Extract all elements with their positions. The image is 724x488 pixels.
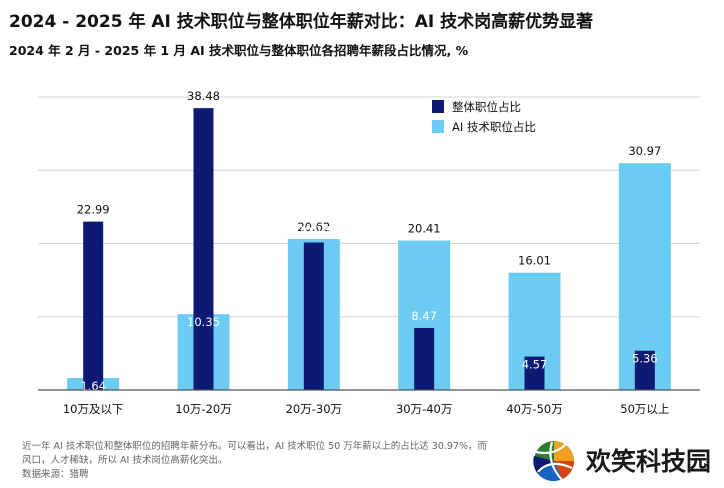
data-label: 8.47: [411, 309, 437, 323]
x-axis: 10万及以下 10万-20万 20万-30万 30万-40万 40万-50万 50万以上: [38, 389, 700, 416]
x-tick-label: 50万以上: [620, 402, 669, 416]
brand-logo: 欢笑科技园: [526, 438, 716, 484]
chart-subtitle: 2024 年 2 月 - 2025 年 1 月 AI 技术职位与整体职位各招聘年…: [9, 43, 469, 58]
chart-title: 2024 - 2025 年 AI 技术职位与整体职位年薪对比：AI 技术岗高薪优…: [9, 12, 594, 32]
bar-overall-0: [83, 221, 104, 390]
data-label: 38.48: [187, 89, 220, 103]
data-label: 10.35: [187, 315, 220, 329]
legend-label-overall: 整体职位占比: [452, 100, 521, 114]
bars: [67, 108, 671, 390]
footnote-line-2: 风口，人才稀缺，所以 AI 技术岗位高薪化突出。: [22, 455, 228, 466]
data-label: 4.57: [522, 358, 548, 372]
bar-overall-2: [303, 242, 324, 390]
x-tick-label: 10万-20万: [175, 402, 231, 416]
legend-label-ai: AI 技术职位占比: [452, 120, 536, 134]
legend-swatch-ai: [432, 120, 444, 133]
data-label: 22.99: [77, 203, 110, 217]
data-label: 20.14: [297, 223, 330, 237]
bar-overall-4: [524, 356, 545, 390]
footnote-line-1: 近一年 AI 技术职位和整体职位的招聘年薪分布。可以看出，AI 技术职位 50 …: [22, 441, 488, 452]
brand-name: 欢笑科技园: [586, 447, 712, 476]
data-source: 数据来源：猎聘: [22, 469, 89, 480]
data-label: 1.64: [80, 379, 106, 393]
bar-overall-1: [193, 108, 214, 390]
data-label: 20.41: [408, 221, 441, 235]
data-label: 20.62: [297, 220, 330, 234]
legend: 整体职位占比 AI 技术职位占比: [432, 100, 536, 134]
data-label: 30.97: [628, 144, 661, 158]
bar-overall-3: [414, 327, 435, 390]
data-label: 16.01: [518, 254, 551, 268]
x-tick-label: 40万-50万: [506, 402, 562, 416]
volleyball-logo-icon: [533, 441, 574, 482]
data-label: 5.36: [632, 352, 658, 366]
legend-swatch-overall: [432, 100, 444, 113]
x-tick-label: 30万-40万: [396, 402, 452, 416]
bar-overall-5: [634, 350, 655, 390]
x-tick-label: 20万-30万: [286, 402, 342, 416]
gridlines: [38, 96, 700, 318]
x-tick-label: 10万及以下: [63, 402, 124, 416]
